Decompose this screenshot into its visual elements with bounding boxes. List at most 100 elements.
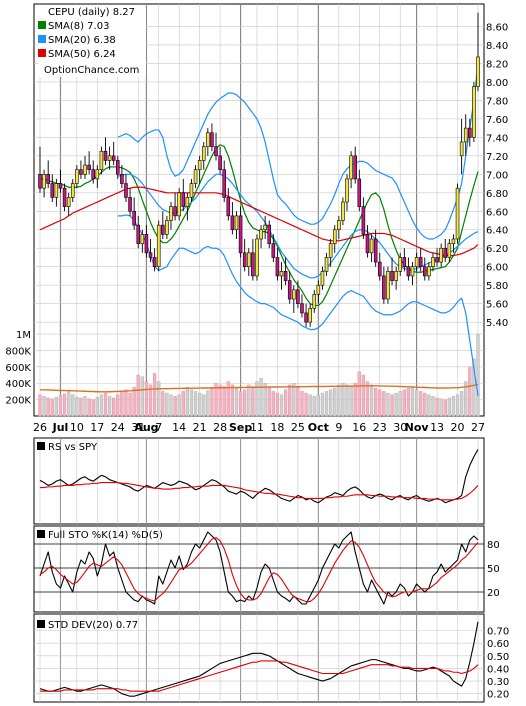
candle-body xyxy=(418,257,423,268)
candle-body xyxy=(287,280,292,300)
candle-body xyxy=(263,224,267,231)
candle-body xyxy=(206,132,210,147)
volume-bar xyxy=(222,386,226,417)
volume-bar xyxy=(427,394,431,417)
candle-body xyxy=(201,146,206,161)
std-tick-label: 0.40 xyxy=(487,664,509,675)
sto-d-line xyxy=(39,537,479,603)
candle-body xyxy=(463,127,468,143)
date-tick-label: 10 xyxy=(70,421,84,434)
volume-bar xyxy=(300,391,304,417)
watermark: OptionChance.com xyxy=(44,65,139,76)
volume-bar xyxy=(308,394,312,417)
price-tick-label: 7.20 xyxy=(486,152,508,163)
legend-item-sma20: SMA(20) 6.38 xyxy=(38,35,116,46)
volume-bar xyxy=(152,373,157,417)
volume-bar xyxy=(451,396,456,417)
volume-tick-label: 1M xyxy=(16,330,31,341)
date-tick-label: 14 xyxy=(172,421,186,434)
volume-bar xyxy=(230,384,235,417)
volume-bar xyxy=(345,384,349,417)
candle-body xyxy=(156,224,161,268)
price-tick-label: 6.80 xyxy=(486,189,508,200)
volume-bar xyxy=(177,394,181,417)
candle-body xyxy=(386,271,390,300)
candle-body xyxy=(161,224,165,235)
std-tick-label: 0.60 xyxy=(487,639,509,650)
volume-tick-label: 200K xyxy=(5,396,31,407)
candle-body xyxy=(423,266,427,277)
date-tick-label: 7 xyxy=(155,421,162,434)
volume-bar xyxy=(173,396,177,417)
candle-body xyxy=(324,257,329,272)
candle-body xyxy=(316,284,321,295)
price-tick-label: 8.00 xyxy=(486,78,508,89)
bb-lower-line xyxy=(117,214,479,397)
volume-bar xyxy=(54,396,59,417)
sto-tick-label: 80 xyxy=(487,540,500,551)
candle-body xyxy=(406,266,411,277)
chart-title: CEPU (daily) 8.27 xyxy=(48,7,135,18)
sto-legend-swatch xyxy=(37,530,45,538)
std-axis: 0.700.60 0.500.40 0.30 0.20 xyxy=(487,627,509,701)
candle-body xyxy=(173,206,177,217)
volume-bar xyxy=(390,394,394,417)
candle-body xyxy=(66,197,71,207)
candle-body xyxy=(328,243,333,258)
legend-label-sma50: SMA(50) 6.24 xyxy=(48,49,116,60)
volume-bar xyxy=(414,389,419,417)
volume-bar xyxy=(312,396,316,417)
legend-item-sma8: SMA(8) 7.03 xyxy=(38,21,109,32)
std-tick-label: 0.20 xyxy=(487,690,509,701)
candle-body xyxy=(308,307,312,323)
price-tick-label: 5.40 xyxy=(486,318,508,329)
legend-swatch-sma50 xyxy=(38,49,46,57)
volume-ma-path xyxy=(40,383,479,393)
volume-bar xyxy=(140,376,144,417)
candle-body xyxy=(120,174,124,184)
volume-bar xyxy=(447,397,451,417)
candle-body xyxy=(226,197,231,217)
volume-bar xyxy=(128,392,132,417)
candle-body xyxy=(435,257,439,263)
volume-bar xyxy=(296,386,300,417)
candle-body xyxy=(107,155,112,161)
legend-swatch-sma20 xyxy=(38,35,46,43)
volume-bar xyxy=(120,391,124,417)
volume-bar xyxy=(206,390,210,417)
volume-bar xyxy=(50,398,54,417)
volume-bar xyxy=(193,391,198,417)
price-tick-label: 7.00 xyxy=(486,170,508,181)
rs-grid xyxy=(39,438,479,524)
volume-bar xyxy=(423,392,427,417)
volume-bar xyxy=(263,383,267,417)
candle-body xyxy=(83,164,87,175)
candle-body xyxy=(320,271,325,286)
volume-bar xyxy=(103,392,108,417)
candle-body xyxy=(234,215,239,231)
date-tick-label: 9 xyxy=(335,421,342,434)
volume-bar xyxy=(357,371,361,417)
date-tick-label: Nov xyxy=(405,421,430,434)
candle-body xyxy=(54,183,59,198)
std-tick-label: 0.70 xyxy=(487,627,509,638)
std-legend-swatch xyxy=(37,620,45,628)
candle-body xyxy=(144,234,149,254)
volume-bar xyxy=(267,386,271,417)
candle-body xyxy=(46,174,50,184)
std-label: STD DEV(20) 0.77 xyxy=(48,620,138,631)
candle-body xyxy=(259,229,263,240)
volume-bar xyxy=(324,391,329,417)
candle-body xyxy=(128,197,132,212)
candle-body xyxy=(271,243,276,258)
volume-bar xyxy=(259,378,263,417)
date-tick-label: 13 xyxy=(430,421,444,434)
rs-ma-line xyxy=(40,482,479,501)
candle-body xyxy=(337,220,341,231)
price-axis: 8.60 8.40 8.20 8.00 7.80 7.60 7.40 7.20 7.00 6.80… xyxy=(486,22,508,329)
price-tick-label: 5.60 xyxy=(486,300,508,311)
std-panel: 0.700.60 0.500.40 0.30 0.20 STD DEV(20) 0.7… xyxy=(33,613,509,703)
date-tick-label: 27 xyxy=(471,421,485,434)
